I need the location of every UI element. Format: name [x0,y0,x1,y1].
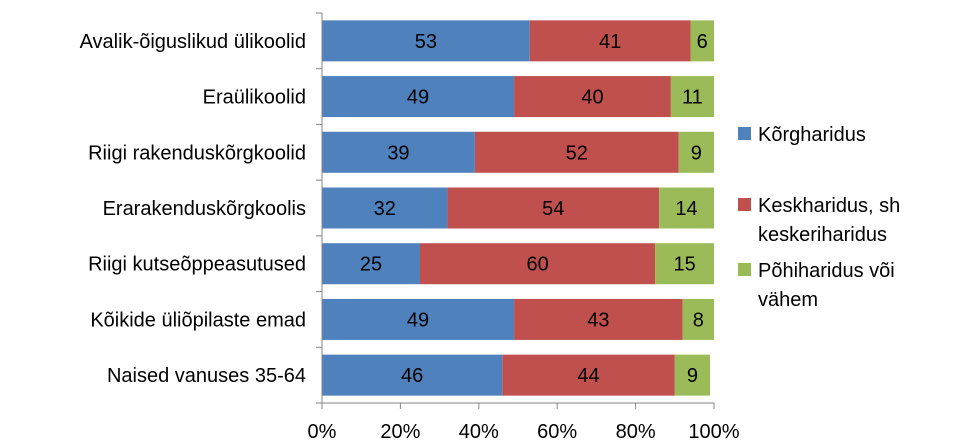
bar-segment [655,243,714,285]
bar-segment [474,131,679,173]
data-label: 60 [526,254,548,276]
legend-swatch [738,127,751,140]
category-label: Avalik-õiguslikud ülikoolid [80,31,306,53]
legend-label: keskeriharidus [758,224,887,246]
bar-segment [678,131,714,173]
data-label: 41 [599,31,621,53]
data-label: 8 [693,309,704,331]
category-label: Riigi kutseõppeasutused [88,254,306,276]
data-label: 15 [673,254,695,276]
bar-segment [420,243,656,285]
category-label: Naised vanuses 35-64 [107,365,306,387]
legend-swatch [738,263,751,276]
legend-label: Keskharidus, sh [758,195,900,217]
bar-segment [659,187,714,229]
data-label: 40 [581,87,603,109]
x-tick-label: 0% [308,421,337,443]
x-tick-label: 20% [380,421,420,443]
data-label: 43 [587,309,609,331]
bar-segment [682,298,714,340]
category-label: Erarakenduskõrgkoolis [103,198,306,220]
bars-layer: 53 41 6 49 40 11 39 52 9 32 54 14 25 60 15 49 43 8 46 44 9 [322,20,714,396]
bar-segment [514,298,683,340]
data-label: 9 [691,142,702,164]
bar-segment [514,76,671,118]
bar-segment [322,187,448,229]
data-label: 53 [415,31,437,53]
bar-segment [322,243,420,285]
category-label: Riigi rakenduskõrgkoolid [88,142,306,164]
data-label: 39 [387,142,409,164]
x-tick-label: 60% [537,421,577,443]
x-tick-label: 80% [616,421,656,443]
bar-segment [447,187,660,229]
data-label: 49 [407,87,429,109]
bar-segment [322,131,475,173]
data-label: 44 [577,365,599,387]
data-label: 6 [697,31,708,53]
bar-segment [529,20,691,62]
x-tick-label: 40% [459,421,499,443]
category-label: Eraülikoolid [203,87,306,109]
category-label: Kõikide üliõpilaste emad [90,309,306,331]
bar-segment [322,76,515,118]
bar-segment [690,20,714,62]
data-label: 52 [566,142,588,164]
data-label: 9 [687,365,698,387]
data-label: 25 [360,254,382,276]
bar-segment [674,354,711,396]
data-label: 54 [542,198,564,220]
legend-swatch [738,198,751,211]
bar-segment [322,20,530,62]
legend-label: vähem [758,289,818,311]
legend-label: Kõrgharidus [758,124,866,146]
data-label: 14 [675,198,697,220]
legend-label: Põhiharidus või [758,260,895,282]
bar-segment [322,354,503,396]
legend: Kõrgharidus Keskharidus, sh keskeriharidus… [738,124,900,311]
bar-segment [502,354,675,396]
data-label: 32 [374,198,396,220]
x-tick-label: 100% [688,421,739,443]
bar-segment [322,298,515,340]
data-label: 46 [401,365,423,387]
data-label: 11 [682,87,703,109]
axes-layer: Avalik-õiguslikud ülikoolid Eraülikoolid R… [80,12,740,443]
bar-segment [670,76,714,118]
data-label: 49 [407,309,429,331]
